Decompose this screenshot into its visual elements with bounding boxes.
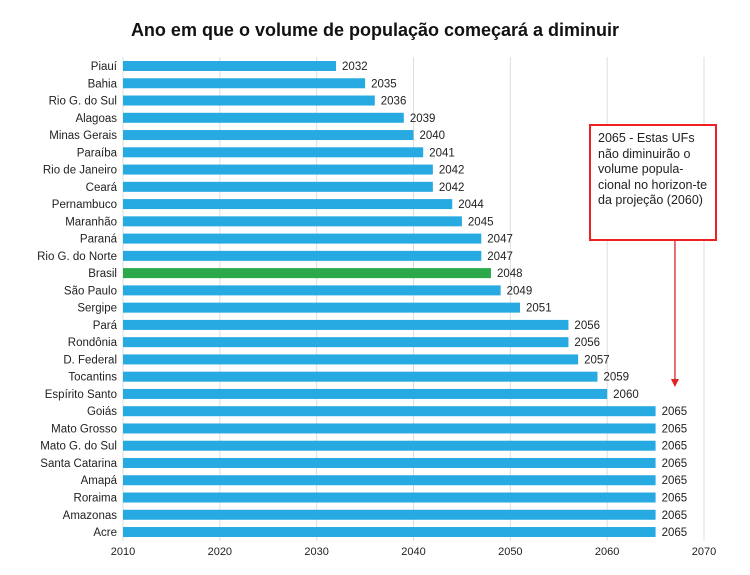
data-label: 2065 [662,510,688,522]
category-label: Acre [93,527,117,539]
category-label: Mato Grosso [51,423,117,435]
data-label: 2039 [410,113,436,125]
data-label: 2065 [662,441,688,453]
bar [123,354,579,365]
category-label: Sergipe [77,303,117,315]
bar [123,216,462,227]
data-label: 2065 [662,406,688,418]
bar [123,440,656,451]
data-label: 2040 [420,130,446,142]
category-label: Minas Gerais [49,130,117,142]
data-label: 2044 [458,199,484,211]
bar [123,147,424,158]
category-label: D. Federal [63,354,117,366]
chart-title: Ano em que o volume de população começar… [130,20,620,40]
data-label: 2065 [662,527,688,539]
data-label: 2047 [487,234,513,246]
bar [123,164,433,175]
category-label: Rondônia [68,337,118,349]
bar [123,250,482,261]
bar [123,457,656,468]
data-label: 2035 [371,78,397,90]
bar [123,268,491,279]
category-label: Rio G. do Norte [37,251,117,263]
category-label: Rio de Janeiro [43,165,117,177]
data-label: 2041 [429,147,455,159]
data-label: 2065 [662,493,688,505]
bar [123,475,656,486]
category-label: Maranhão [65,216,117,228]
data-label: 2032 [342,61,368,73]
bar [123,509,656,520]
bar [123,319,569,330]
bar [123,302,521,313]
data-label: 2036 [381,96,407,108]
annotation-arrowhead [670,379,679,387]
category-label: Paraná [80,234,118,246]
bar [123,527,656,538]
category-label: Roraima [74,493,118,505]
x-tick-label: 2060 [595,546,619,558]
data-label: 2042 [439,182,465,194]
bar [123,337,569,348]
data-label: 2051 [526,303,552,315]
bar [123,61,337,71]
category-label: Rio G. do Sul [49,96,117,108]
data-label: 2048 [497,268,523,280]
category-label: Pernambuco [52,199,117,211]
category-label: Amapá [81,475,118,487]
category-label: Piauí [91,61,118,73]
category-label: Goiás [87,406,117,418]
data-label: 2049 [507,285,533,297]
bar [123,406,656,417]
category-label: Espírito Santo [45,389,117,401]
x-tick-label: 2070 [692,546,716,558]
bar [123,285,501,296]
category-label: Bahia [88,78,118,90]
data-label: 2065 [662,458,688,470]
bar [123,233,482,244]
bar [123,95,375,106]
category-label: Amazonas [63,510,118,522]
x-tick-label: 2030 [304,546,328,558]
data-label: 2057 [584,354,610,366]
category-label: Brasil [88,268,117,280]
bar [123,199,453,210]
x-tick-label: 2010 [111,546,135,558]
category-label: Tocantins [68,372,117,384]
data-label: 2056 [574,337,600,349]
data-label: 2065 [662,423,688,435]
data-label: 2042 [439,165,465,177]
data-label: 2056 [574,320,600,332]
bar [123,423,656,434]
data-label: 2045 [468,216,494,228]
category-label: Santa Catarina [40,458,117,470]
bar [123,371,598,382]
annotation-box: 2065 - Estas UFs não diminuirão o volume… [589,124,717,241]
data-label: 2065 [662,475,688,487]
data-label: 2059 [603,372,629,384]
bar [123,130,414,141]
category-label: São Paulo [64,285,117,297]
data-label: 2060 [613,389,639,401]
bar [123,112,404,123]
bar [123,388,608,399]
x-tick-label: 2020 [208,546,232,558]
bar [123,78,366,89]
data-label: 2047 [487,251,513,263]
category-label: Pará [93,320,118,332]
category-label: Paraíba [77,147,118,159]
category-label: Mato G. do Sul [40,441,117,453]
x-tick-label: 2040 [401,546,425,558]
category-label: Ceará [86,182,118,194]
bar [123,181,433,192]
x-tick-label: 2050 [498,546,522,558]
category-label: Alagoas [75,113,117,125]
bar [123,492,656,503]
